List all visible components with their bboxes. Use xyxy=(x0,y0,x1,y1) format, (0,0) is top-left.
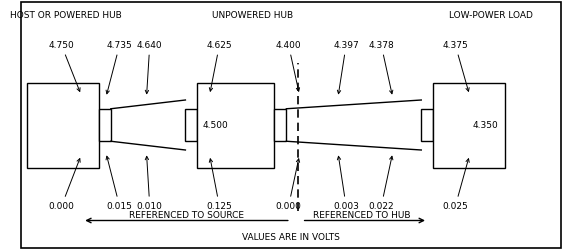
Text: 0.003: 0.003 xyxy=(333,156,359,211)
Bar xyxy=(28,82,99,168)
Text: 4.640: 4.640 xyxy=(137,40,163,94)
Bar xyxy=(274,109,286,141)
Bar xyxy=(198,82,274,168)
Text: REFERENCED TO SOURCE: REFERENCED TO SOURCE xyxy=(129,210,244,220)
Bar xyxy=(185,109,198,141)
Text: 0.015: 0.015 xyxy=(106,156,133,211)
Text: 0.000: 0.000 xyxy=(276,159,302,211)
Text: 0.000: 0.000 xyxy=(49,158,80,211)
Text: 4.397: 4.397 xyxy=(333,40,359,94)
Text: 4.350: 4.350 xyxy=(472,120,498,130)
Text: VALUES ARE IN VOLTS: VALUES ARE IN VOLTS xyxy=(242,233,340,242)
Text: 0.010: 0.010 xyxy=(137,156,163,211)
Bar xyxy=(99,109,111,141)
Text: 4.625: 4.625 xyxy=(207,40,232,91)
Text: REFERENCED TO HUB: REFERENCED TO HUB xyxy=(314,210,411,220)
Text: HOST OR POWERED HUB: HOST OR POWERED HUB xyxy=(10,10,121,20)
Text: 4.375: 4.375 xyxy=(442,40,469,91)
Text: 4.750: 4.750 xyxy=(49,40,80,92)
Text: 4.400: 4.400 xyxy=(276,40,301,91)
Text: 4.500: 4.500 xyxy=(203,120,228,130)
Bar xyxy=(433,82,505,168)
Text: 4.378: 4.378 xyxy=(368,40,394,94)
Text: LOW-POWER LOAD: LOW-POWER LOAD xyxy=(449,10,533,20)
Text: 0.025: 0.025 xyxy=(442,159,469,211)
Text: 4.735: 4.735 xyxy=(106,40,132,94)
Text: UNPOWERED HUB: UNPOWERED HUB xyxy=(212,10,293,20)
Text: 0.125: 0.125 xyxy=(207,159,232,211)
Bar xyxy=(421,109,433,141)
Text: 0.022: 0.022 xyxy=(368,156,394,211)
